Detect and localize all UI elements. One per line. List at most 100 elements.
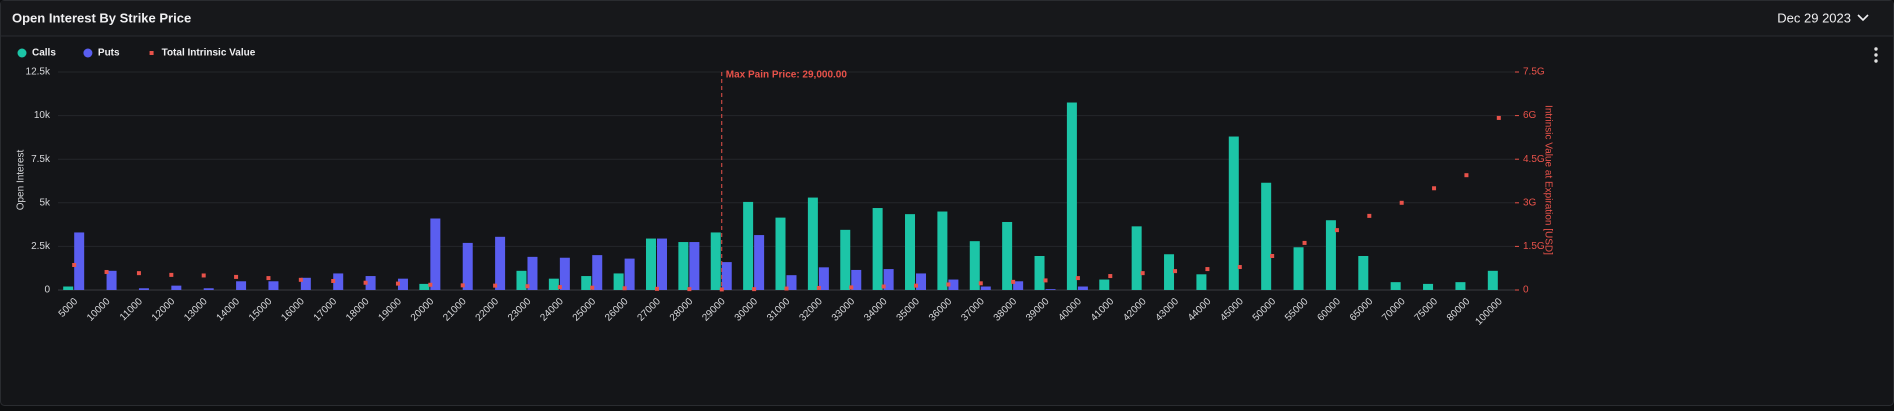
intrinsic-dot: [363, 280, 368, 285]
intrinsic-dot: [201, 273, 206, 278]
intrinsic-dot: [622, 286, 627, 291]
intrinsic-dot: [1108, 274, 1113, 279]
bar: [1455, 282, 1466, 290]
y-tick-label: 7.5k: [31, 154, 51, 165]
intrinsic-dot: [1011, 279, 1016, 284]
y2-tick-label: 3G: [1523, 197, 1537, 208]
bar: [300, 277, 311, 290]
bar: [516, 270, 527, 290]
bar: [1423, 283, 1434, 290]
intrinsic-dot: [460, 283, 465, 288]
intrinsic-dot: [687, 287, 692, 292]
bar: [74, 232, 85, 290]
bar: [592, 255, 603, 290]
menu-button[interactable]: [1874, 47, 1878, 63]
dropdown-chevron[interactable]: [1857, 14, 1869, 22]
intrinsic-dot: [1399, 200, 1404, 205]
bar: [786, 275, 797, 290]
legend-label: Puts: [98, 48, 120, 59]
intrinsic-dot: [1367, 213, 1372, 218]
bar: [138, 288, 149, 290]
bar: [624, 258, 635, 290]
intrinsic-dot: [266, 276, 271, 281]
bar: [397, 278, 408, 290]
intrinsic-dot: [72, 263, 77, 268]
intrinsic-dot: [1075, 276, 1080, 281]
bar: [656, 238, 667, 290]
bar: [754, 235, 765, 290]
legend-label: Calls: [32, 48, 56, 59]
bar: [1487, 270, 1498, 290]
y2-tick-label: 1.5G: [1523, 241, 1545, 252]
intrinsic-dot: [428, 282, 433, 287]
intrinsic-dot: [914, 283, 919, 288]
legend-label: Total Intrinsic Value: [162, 48, 256, 59]
bar: [236, 281, 247, 290]
intrinsic-dot: [1432, 186, 1437, 191]
intrinsic-dot: [1205, 267, 1210, 272]
bar: [1045, 289, 1056, 290]
bar: [689, 242, 700, 290]
bar: [171, 285, 182, 290]
intrinsic-dot: [493, 283, 498, 288]
y-tick-label: 2.5k: [31, 241, 51, 252]
bar: [851, 269, 862, 290]
intrinsic-dot: [557, 285, 562, 290]
bar: [645, 238, 656, 290]
intrinsic-dot: [1302, 240, 1307, 245]
bar: [1013, 281, 1024, 290]
intrinsic-dot: [331, 278, 336, 283]
y2-tick-label: 0: [1523, 285, 1529, 296]
intrinsic-dot: [978, 281, 983, 286]
bar: [462, 242, 473, 290]
intrinsic-dot: [654, 286, 659, 291]
bar: [1325, 220, 1336, 290]
intrinsic-dot: [1043, 278, 1048, 283]
intrinsic-dot: [1464, 173, 1469, 178]
y2-tick-label: 6G: [1523, 110, 1537, 121]
bar: [333, 273, 344, 290]
bar: [527, 256, 538, 290]
bar: [1358, 255, 1369, 290]
intrinsic-dot: [298, 277, 303, 282]
intrinsic-dot: [784, 286, 789, 291]
intrinsic-dot: [590, 285, 595, 290]
bar: [1066, 102, 1077, 291]
bar: [63, 286, 74, 290]
intrinsic-dot: [849, 285, 854, 290]
bar: [548, 278, 559, 290]
header-title: Open Interest By Strike Price: [12, 10, 191, 25]
intrinsic-dot: [1270, 253, 1275, 258]
bar: [106, 270, 117, 290]
intrinsic-dot: [752, 287, 757, 292]
intrinsic-dot: [816, 285, 821, 290]
bar: [430, 218, 441, 290]
max-pain-label: Max Pain Price: 29,000.00: [726, 70, 848, 81]
bar: [678, 242, 689, 290]
y-tick-label: 12.5k: [26, 67, 51, 78]
y2-axis-title: Intrinsic Value at Expiration [USD]: [1542, 105, 1553, 255]
bar: [1164, 254, 1175, 290]
bar: [872, 208, 883, 290]
bar: [1077, 286, 1088, 290]
bar: [559, 257, 570, 290]
legend-swatch: [83, 48, 93, 58]
y2-tick-label: 4.5G: [1523, 154, 1545, 165]
bar: [948, 279, 959, 290]
intrinsic-dot: [946, 282, 951, 287]
bar: [980, 286, 991, 290]
bar: [581, 276, 592, 290]
intrinsic-dot: [1140, 271, 1145, 276]
intrinsic-dot: [1237, 265, 1242, 270]
intrinsic-dot: [1334, 228, 1339, 233]
y2-tick-label: 7.5G: [1523, 67, 1545, 78]
bar: [916, 273, 927, 290]
intrinsic-dot: [234, 274, 239, 279]
date-select[interactable]: Dec 29 2023: [1777, 10, 1851, 25]
intrinsic-dot: [395, 281, 400, 286]
bar: [818, 267, 829, 290]
intrinsic-dot: [169, 272, 174, 277]
y-tick-label: 10k: [34, 110, 51, 121]
